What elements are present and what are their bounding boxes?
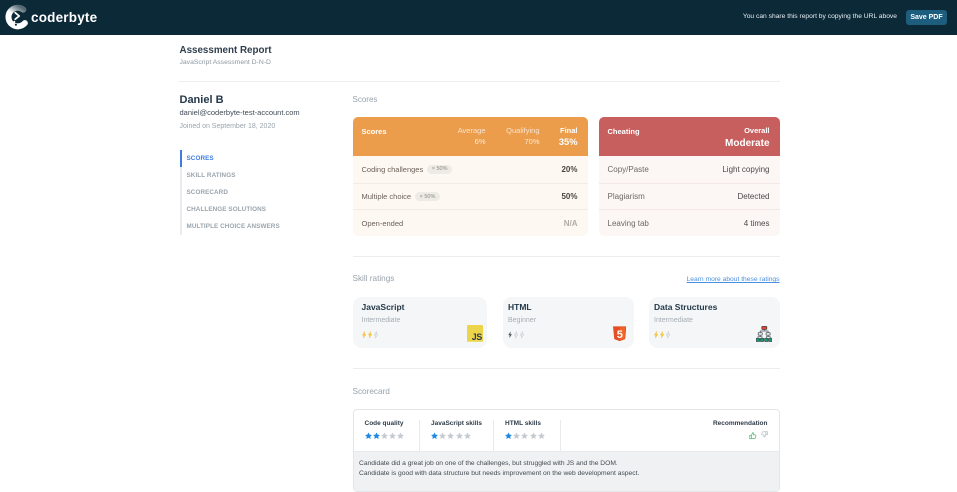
svg-text:5: 5 xyxy=(616,329,622,341)
svg-text:JS: JS xyxy=(472,332,483,342)
